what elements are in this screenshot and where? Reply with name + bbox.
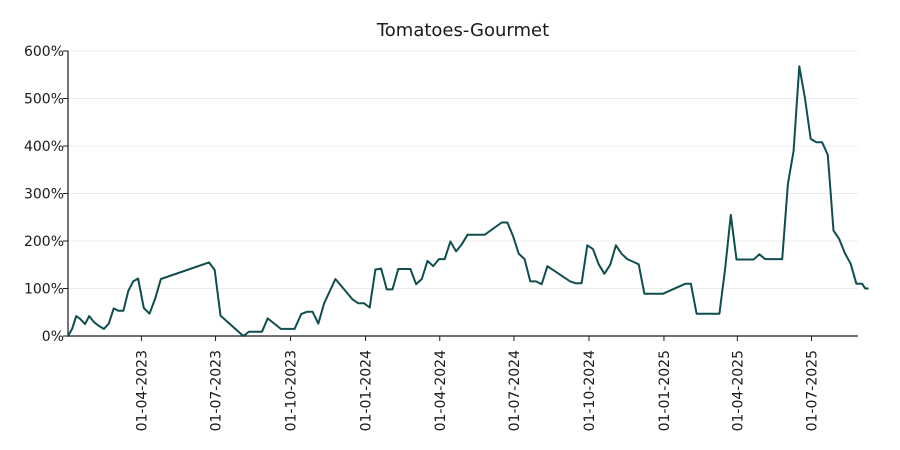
y-tick-label: 200% — [24, 234, 64, 250]
y-tick-label: 600% — [24, 44, 64, 60]
chart-title: Tomatoes-Gourmet — [376, 20, 549, 41]
plot-area — [67, 65, 869, 337]
y-axis: 0% 100% 200% 300% 400% 500% 600% — [24, 44, 69, 345]
x-tick-label: 01-10-2024 — [582, 350, 598, 431]
x-tick-label: 01-04-2025 — [730, 350, 746, 431]
series-line — [67, 65, 869, 337]
x-tick-label: 01-07-2023 — [209, 350, 225, 431]
grid — [68, 50, 858, 337]
x-axis: 01-04-2023 01-07-2023 01-10-2023 01-01-2024… — [68, 335, 858, 431]
y-tick-label: 100% — [24, 282, 64, 298]
y-tick-label: 500% — [24, 92, 64, 108]
x-tick-label: 01-01-2024 — [359, 350, 375, 431]
x-tick-label: 01-07-2024 — [507, 350, 523, 431]
x-tick-label: 01-04-2023 — [134, 350, 150, 431]
x-tick-label: 01-07-2025 — [805, 350, 821, 431]
y-tick-label: 300% — [24, 187, 64, 203]
y-tick-label: 400% — [24, 139, 64, 155]
y-tick-label: 0% — [42, 329, 64, 345]
x-tick-label: 01-01-2025 — [657, 350, 673, 431]
x-tick-label: 01-04-2024 — [433, 350, 449, 431]
x-tick-label: 01-10-2023 — [284, 350, 300, 431]
